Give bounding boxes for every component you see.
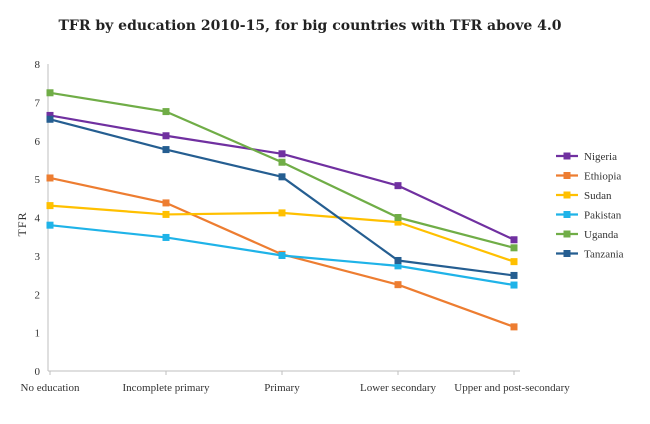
- data-point-sudan: [278, 209, 286, 217]
- data-point-ethiopia: [510, 323, 518, 331]
- data-point-uganda: [278, 158, 286, 166]
- data-point-nigeria: [46, 111, 54, 119]
- legend-item-pakistan: Pakistan: [556, 210, 622, 222]
- data-point-uganda: [162, 108, 170, 116]
- y-tick-label: 4: [35, 213, 41, 225]
- data-point-uganda: [46, 89, 54, 97]
- legend-label: Uganda: [584, 229, 618, 241]
- legend-swatch-marker: [563, 211, 571, 218]
- data-point-tanzania: [162, 146, 170, 154]
- data-point-tanzania: [46, 115, 54, 123]
- data-point-sudan: [162, 210, 170, 218]
- legend-swatch-marker: [563, 152, 571, 160]
- x-tick-label: Primary: [264, 382, 300, 394]
- x-tick-label: No education: [21, 382, 80, 394]
- legend-item-nigeria: Nigeria: [556, 151, 617, 163]
- data-point-pakistan: [162, 233, 170, 241]
- legend-item-uganda: Uganda: [556, 229, 618, 241]
- legend: Nigeria Ethiopia Sudan Pakistan Uganda Tanzan…: [556, 151, 624, 261]
- data-point-pakistan: [46, 221, 54, 229]
- data-point-tanzania: [394, 256, 402, 264]
- data-point-pakistan: [394, 262, 402, 270]
- data-point-tanzania: [510, 271, 518, 279]
- y-tick-label: 6: [35, 136, 41, 148]
- data-point-tanzania: [278, 173, 286, 181]
- data-point-ethiopia: [394, 281, 402, 289]
- series-points: [46, 89, 518, 331]
- y-tick-label: 2: [35, 289, 41, 301]
- y-tick-label: 8: [35, 59, 41, 71]
- legend-label: Sudan: [584, 190, 612, 202]
- data-point-nigeria: [394, 182, 402, 190]
- data-point-uganda: [510, 244, 518, 252]
- legend-label: Tanzania: [584, 249, 624, 261]
- legend-swatch-marker: [563, 172, 571, 179]
- legend-label: Pakistan: [584, 210, 622, 222]
- y-tick-label: 3: [35, 251, 41, 263]
- y-tick-label: 7: [35, 97, 41, 109]
- y-tick-label: 1: [35, 328, 41, 340]
- data-point-pakistan: [278, 251, 286, 259]
- data-point-sudan: [394, 218, 402, 226]
- data-point-ethiopia: [46, 174, 54, 182]
- data-point-pakistan: [510, 281, 518, 289]
- legend-swatch-marker: [563, 191, 571, 199]
- chart-title: TFR by education 2010-15, for big countr…: [59, 18, 562, 34]
- data-point-nigeria: [278, 150, 286, 158]
- legend-item-tanzania: Tanzania: [556, 249, 624, 261]
- data-point-nigeria: [510, 236, 518, 244]
- y-axis-label: TFR: [15, 211, 29, 236]
- axes: 0 1 2 3 4 5 6 7 8 No education Incomplete primary P…: [21, 59, 571, 394]
- x-tick-label: Lower secondary: [360, 382, 437, 394]
- data-point-ethiopia: [162, 199, 170, 207]
- x-tick-label: Upper and post-secondary: [454, 382, 570, 394]
- x-tick-label: Incomplete primary: [122, 382, 210, 394]
- data-point-sudan: [510, 258, 518, 266]
- y-tick-label: 5: [35, 174, 41, 186]
- data-point-nigeria: [162, 132, 170, 140]
- legend-item-ethiopia: Ethiopia: [556, 171, 621, 183]
- data-point-sudan: [46, 202, 54, 210]
- series-line-uganda: [49, 91, 515, 249]
- legend-swatch-marker: [563, 230, 571, 238]
- data-point-uganda: [394, 214, 402, 221]
- legend-label: Ethiopia: [584, 171, 621, 183]
- legend-item-sudan: Sudan: [556, 190, 612, 202]
- legend-label: Nigeria: [584, 151, 617, 163]
- y-tick-label: 0: [35, 366, 41, 378]
- legend-swatch-marker: [563, 250, 571, 257]
